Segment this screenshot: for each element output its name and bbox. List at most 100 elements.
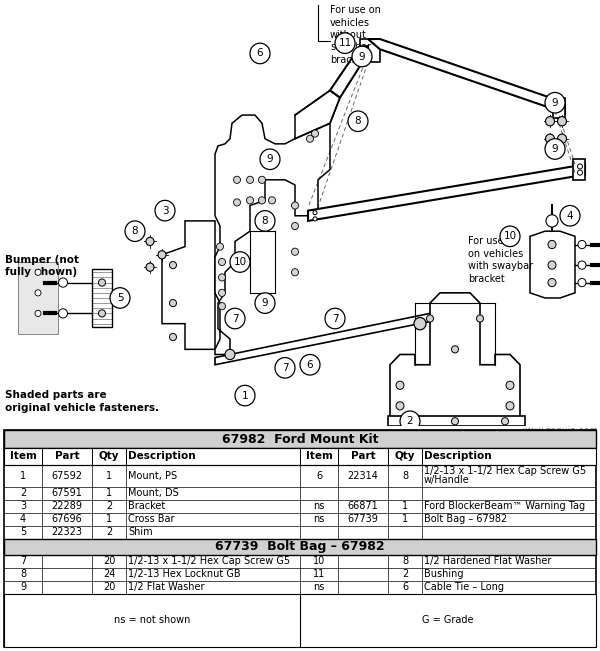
Text: Mount, PS: Mount, PS xyxy=(128,471,177,480)
Circle shape xyxy=(292,202,299,209)
Text: 1: 1 xyxy=(242,391,248,400)
Text: Bumper (not
fully shown): Bumper (not fully shown) xyxy=(5,255,79,277)
Circle shape xyxy=(545,134,554,143)
Circle shape xyxy=(502,418,509,425)
Circle shape xyxy=(255,293,275,313)
Circle shape xyxy=(98,279,106,286)
Polygon shape xyxy=(553,98,565,118)
Circle shape xyxy=(98,310,106,317)
Circle shape xyxy=(313,217,317,221)
Circle shape xyxy=(59,309,67,318)
Text: 8: 8 xyxy=(131,226,139,236)
Circle shape xyxy=(225,308,245,329)
Text: 8: 8 xyxy=(20,570,26,579)
Circle shape xyxy=(506,402,514,410)
Text: 1: 1 xyxy=(106,488,112,498)
Text: 67696: 67696 xyxy=(52,514,82,524)
Text: 3: 3 xyxy=(161,206,169,215)
Text: 4: 4 xyxy=(20,514,26,524)
Text: 1/2 Hardened Flat Washer: 1/2 Hardened Flat Washer xyxy=(424,557,551,566)
Text: Ford BlockerBeam™ Warning Tag: Ford BlockerBeam™ Warning Tag xyxy=(424,501,585,511)
Circle shape xyxy=(233,176,241,184)
Polygon shape xyxy=(390,293,520,426)
Text: Qty: Qty xyxy=(99,452,119,462)
Text: 1: 1 xyxy=(402,514,408,524)
Circle shape xyxy=(292,269,299,276)
Circle shape xyxy=(578,240,586,249)
Circle shape xyxy=(233,199,241,206)
Polygon shape xyxy=(215,115,330,355)
Text: Mount, DS: Mount, DS xyxy=(128,488,179,498)
Circle shape xyxy=(225,350,235,359)
Circle shape xyxy=(300,355,320,375)
Circle shape xyxy=(35,311,41,316)
Circle shape xyxy=(230,252,250,272)
Circle shape xyxy=(476,315,484,322)
Circle shape xyxy=(548,261,556,270)
Circle shape xyxy=(250,43,270,64)
Text: Qty: Qty xyxy=(395,452,415,462)
Polygon shape xyxy=(215,311,445,365)
Text: 6: 6 xyxy=(257,48,263,59)
Text: 67591: 67591 xyxy=(52,488,82,498)
Circle shape xyxy=(146,238,154,245)
Text: 9: 9 xyxy=(266,154,274,164)
Text: 9: 9 xyxy=(551,144,559,154)
Circle shape xyxy=(260,149,280,169)
Circle shape xyxy=(170,262,176,269)
Circle shape xyxy=(578,279,586,286)
Circle shape xyxy=(578,261,586,270)
Text: 11: 11 xyxy=(338,38,352,48)
Text: 67739  Bolt Bag – 67982: 67739 Bolt Bag – 67982 xyxy=(215,540,385,553)
Polygon shape xyxy=(18,262,58,334)
Text: 20: 20 xyxy=(103,557,115,566)
Polygon shape xyxy=(162,221,215,350)
Circle shape xyxy=(247,176,254,184)
Circle shape xyxy=(292,223,299,230)
Text: Bolt Bag – 67982: Bolt Bag – 67982 xyxy=(424,514,507,524)
Text: Cable Tie – Long: Cable Tie – Long xyxy=(424,583,504,592)
Polygon shape xyxy=(368,39,565,113)
Text: Item: Item xyxy=(10,452,37,462)
Circle shape xyxy=(259,176,265,184)
Circle shape xyxy=(170,299,176,307)
Text: Part: Part xyxy=(55,452,79,462)
Circle shape xyxy=(170,333,176,340)
Circle shape xyxy=(557,117,566,126)
Text: 10: 10 xyxy=(503,231,517,242)
Text: 22314: 22314 xyxy=(347,471,379,480)
Polygon shape xyxy=(295,90,340,139)
Circle shape xyxy=(577,164,583,169)
Circle shape xyxy=(545,92,565,113)
Text: w/Handle: w/Handle xyxy=(424,475,470,485)
Circle shape xyxy=(325,308,345,329)
Text: 1: 1 xyxy=(106,514,112,524)
Circle shape xyxy=(452,418,458,425)
Circle shape xyxy=(275,357,295,378)
Circle shape xyxy=(577,170,583,175)
Circle shape xyxy=(545,139,565,159)
Text: Shim: Shim xyxy=(128,527,152,537)
Circle shape xyxy=(401,418,409,425)
Text: 2: 2 xyxy=(106,527,112,537)
Bar xyxy=(4,594,596,647)
Text: 66871: 66871 xyxy=(347,501,379,511)
Text: ns: ns xyxy=(313,514,325,524)
Bar xyxy=(4,539,596,555)
Circle shape xyxy=(352,46,372,67)
Text: 1: 1 xyxy=(106,471,112,480)
Text: 9: 9 xyxy=(359,51,365,61)
Circle shape xyxy=(158,251,166,259)
Circle shape xyxy=(396,381,404,389)
Text: 7: 7 xyxy=(20,557,26,566)
Text: 20: 20 xyxy=(103,583,115,592)
Circle shape xyxy=(557,134,566,143)
Text: G = Grade: G = Grade xyxy=(422,615,474,626)
Text: 67982  Ford Mount Kit: 67982 Ford Mount Kit xyxy=(222,433,378,446)
Circle shape xyxy=(548,240,556,249)
Text: 7: 7 xyxy=(281,363,289,373)
Circle shape xyxy=(110,288,130,308)
Bar xyxy=(4,430,596,449)
Text: ns = not shown: ns = not shown xyxy=(114,615,190,626)
Circle shape xyxy=(269,197,275,204)
